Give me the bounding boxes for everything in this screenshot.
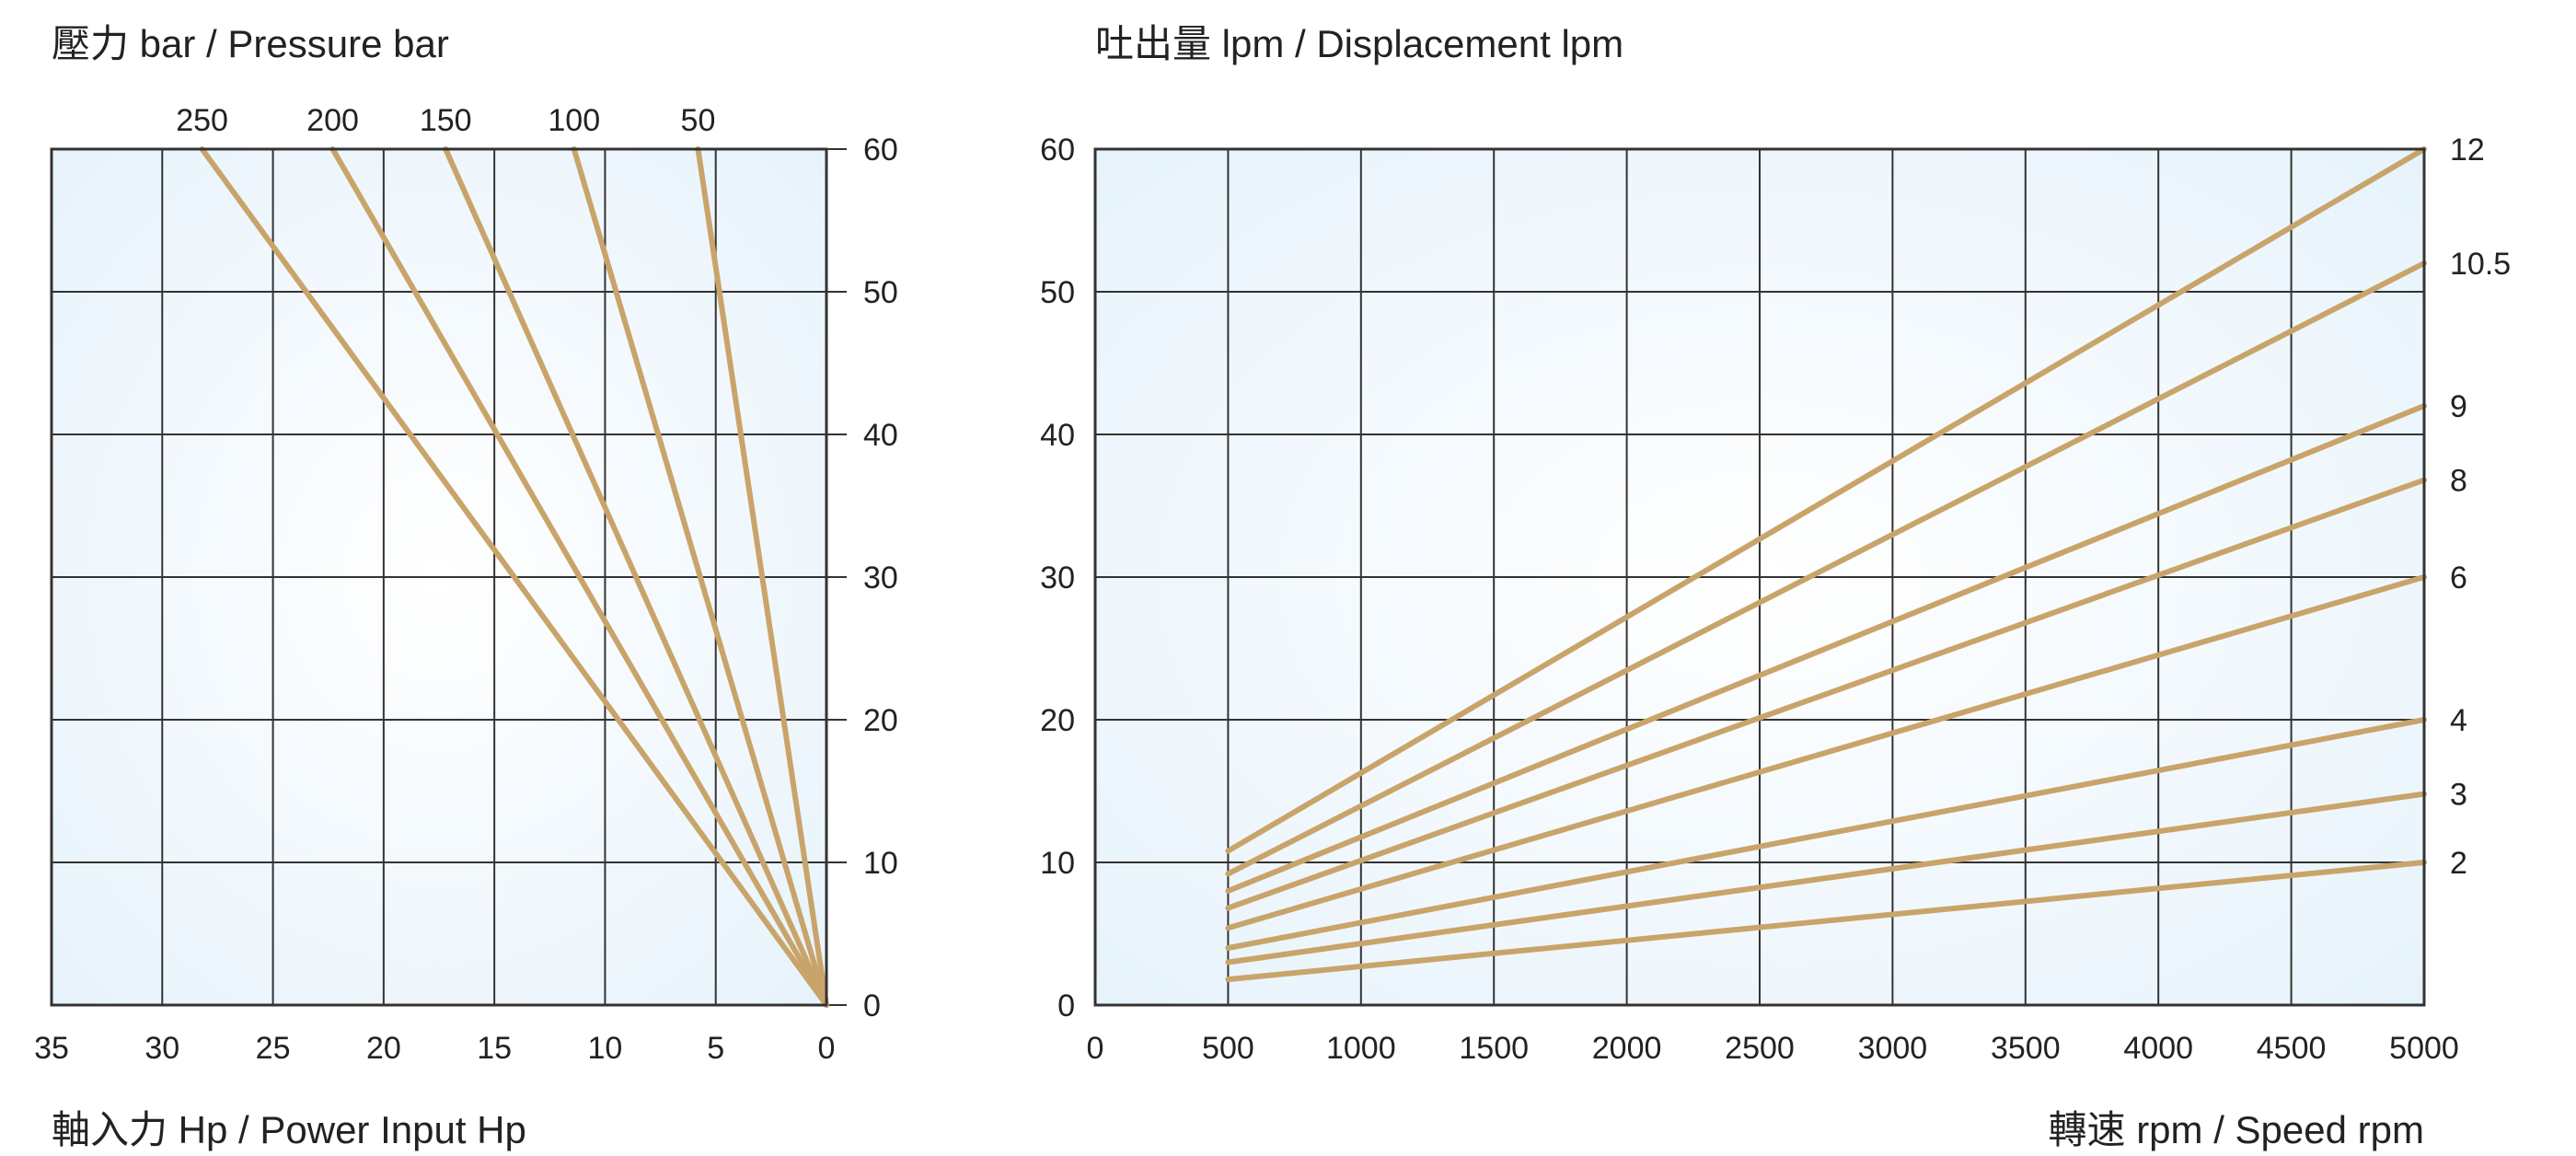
displacement-chart-title: 吐出量 lpm / Displacement lpm [1095,22,1623,65]
displacement-x-tick-label: 3000 [1858,1031,1928,1066]
power-series-line-150 [443,146,829,1008]
power-chart-x-axis-label: 軸入力 Hp / Power Input Hp [52,1108,526,1151]
displacement-y-tick-label: 30 [1040,561,1075,595]
displacement-series-label-6: 6 [2450,561,2467,595]
displacement-series-line-10-5 [1225,260,2427,877]
displacement-x-tick-label: 1500 [1459,1031,1529,1066]
displacement-series-label-2: 2 [2450,846,2467,881]
displacement-x-tick-label: 4500 [2257,1031,2327,1066]
power-series-line-250 [199,146,829,1008]
power-series-label-200: 200 [306,103,359,138]
displacement-y-tick-label: 20 [1040,703,1075,738]
displacement-y-tick-label: 60 [1040,133,1075,168]
displacement-y-tick-label: 10 [1040,846,1075,881]
power-x-tick-label: 25 [256,1031,291,1066]
displacement-series-label-12: 12 [2450,133,2485,168]
power-y-tick-label: 60 [863,133,898,168]
displacement-series-label-9: 9 [2450,389,2467,424]
displacement-x-tick-label: 5000 [2389,1031,2459,1066]
power-x-tick-label: 0 [818,1031,836,1066]
displacement-chart: 0 500 1000 1500 2000 2500 3000 3500 4000 4500 5000… [1040,22,2511,1151]
displacement-x-tick-label: 2000 [1592,1031,1662,1066]
power-series-label-100: 100 [548,103,600,138]
power-x-tick-label: 30 [144,1031,179,1066]
power-y-tick-label: 50 [863,275,898,310]
displacement-x-tick-label: 0 [1087,1031,1104,1066]
power-y-tick-label: 20 [863,703,898,738]
displacement-x-tick-label: 500 [1202,1031,1254,1066]
power-series-label-250: 250 [176,103,228,138]
power-y-tick-label: 40 [863,418,898,453]
displacement-x-tick-label: 4000 [2123,1031,2193,1066]
displacement-x-tick-label: 3500 [1991,1031,2061,1066]
power-series-line-100 [571,146,829,1008]
power-chart-title: 壓力 bar / Pressure bar [52,22,449,65]
power-x-tick-label: 5 [707,1031,724,1066]
displacement-series-line-9 [1225,403,2427,894]
displacement-series-label-4: 4 [2450,703,2467,738]
displacement-y-tick-label: 40 [1040,418,1075,453]
displacement-chart-x-axis-label: 轉速 rpm / Speed rpm [2049,1108,2424,1151]
displacement-series-line-8 [1225,477,2427,911]
power-chart-frame [50,147,828,1007]
displacement-x-tick-label: 1000 [1326,1031,1396,1066]
power-y-tick-label: 10 [863,846,898,881]
displacement-series-label-3: 3 [2450,778,2467,813]
displacement-series-label-8: 8 [2450,464,2467,499]
displacement-chart-frame [1093,147,2426,1007]
power-series-line-50 [695,146,829,1008]
displacement-chart-lines [1225,146,2427,983]
displacement-series-line-12 [1225,146,2427,854]
power-x-tick-label: 35 [34,1031,69,1066]
displacement-chart-labels: 0 500 1000 1500 2000 2500 3000 3500 4000 4500 5000… [1040,133,2511,1066]
power-x-tick-label: 10 [588,1031,623,1066]
power-series-label-50: 50 [681,103,716,138]
displacement-x-tick-label: 2500 [1725,1031,1795,1066]
power-y-tick-label: 30 [863,561,898,595]
displacement-y-tick-label: 50 [1040,275,1075,310]
displacement-series-line-3 [1225,791,2427,965]
power-chart-lines [199,146,829,1008]
power-series-line-200 [329,146,829,1008]
power-series-label-150: 150 [420,103,472,138]
displacement-series-label-10-5: 10.5 [2450,247,2511,282]
displacement-series-line-2 [1225,860,2427,983]
power-x-tick-label: 20 [366,1031,401,1066]
power-y-tick-label: 0 [863,988,881,1023]
power-x-tick-label: 15 [477,1031,512,1066]
displacement-series-line-4 [1225,717,2427,951]
displacement-series-line-6 [1225,574,2427,931]
displacement-y-tick-label: 0 [1057,988,1075,1023]
